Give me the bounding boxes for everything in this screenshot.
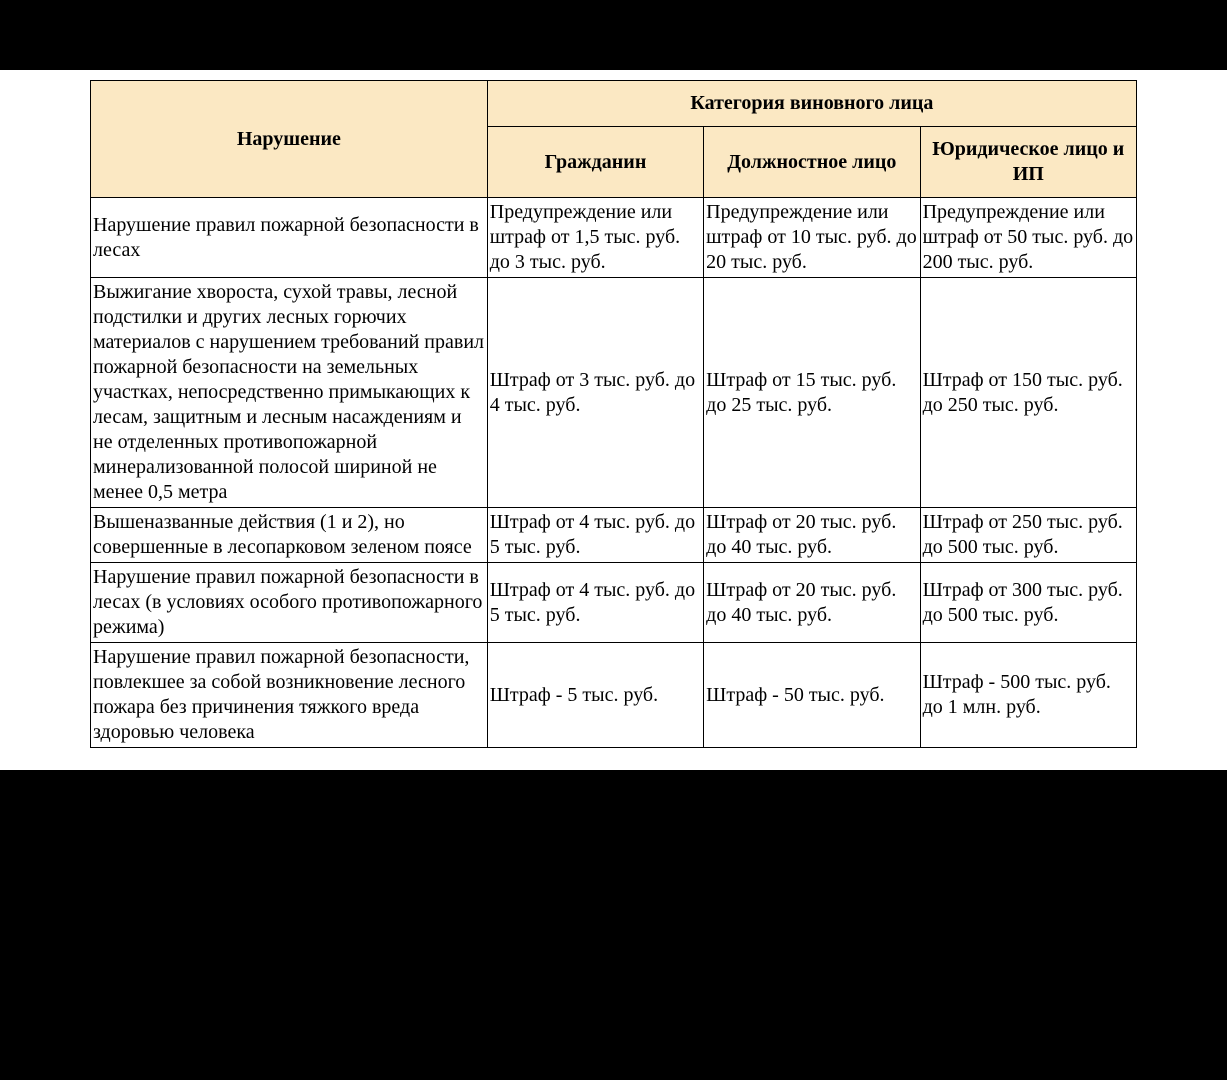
cell-citizen: Штраф - 5 тыс. руб. [487, 643, 703, 748]
cell-official: Штраф - 50 тыс. руб. [704, 643, 920, 748]
cell-citizen: Предупреждение или штраф от 1,5 тыс. руб… [487, 198, 703, 278]
table-row: Нарушение правил пожарной безопасности, … [91, 643, 1137, 748]
cell-violation: Нарушение правил пожарной безопасности в… [91, 563, 488, 643]
cell-citizen: Штраф от 4 тыс. руб. до 5 тыс. руб. [487, 508, 703, 563]
top-black-bar [0, 0, 1227, 70]
cell-legal: Штраф от 300 тыс. руб. до 500 тыс. руб. [920, 563, 1136, 643]
col-header-citizen: Гражданин [487, 127, 703, 198]
cell-legal: Штраф от 250 тыс. руб. до 500 тыс. руб. [920, 508, 1136, 563]
table-body: Нарушение правил пожарной безопасности в… [91, 198, 1137, 748]
table-header: Нарушение Категория виновного лица Гражд… [91, 81, 1137, 198]
col-header-category-group: Категория виновного лица [487, 81, 1136, 127]
document-sheet: Нарушение Категория виновного лица Гражд… [0, 70, 1227, 770]
cell-violation: Нарушение правил пожарной безопасности, … [91, 643, 488, 748]
table-row: Выжигание хвороста, сухой травы, лесной … [91, 278, 1137, 508]
page: Нарушение Категория виновного лица Гражд… [0, 0, 1227, 770]
cell-citizen: Штраф от 4 тыс. руб. до 5 тыс. руб. [487, 563, 703, 643]
cell-violation: Выжигание хвороста, сухой травы, лесной … [91, 278, 488, 508]
table-row: Нарушение правил пожарной безопасности в… [91, 563, 1137, 643]
cell-violation: Вышеназванные действия (1 и 2), но совер… [91, 508, 488, 563]
cell-official: Штраф от 20 тыс. руб. до 40 тыс. руб. [704, 508, 920, 563]
cell-violation: Нарушение правил пожарной безопасности в… [91, 198, 488, 278]
table-row: Вышеназванные действия (1 и 2), но совер… [91, 508, 1137, 563]
penalties-table: Нарушение Категория виновного лица Гражд… [90, 80, 1137, 748]
cell-official: Предупреждение или штраф от 10 тыс. руб.… [704, 198, 920, 278]
table-header-row-1: Нарушение Категория виновного лица [91, 81, 1137, 127]
cell-official: Штраф от 15 тыс. руб. до 25 тыс. руб. [704, 278, 920, 508]
col-header-legal: Юридическое лицо и ИП [920, 127, 1136, 198]
cell-citizen: Штраф от 3 тыс. руб. до 4 тыс. руб. [487, 278, 703, 508]
cell-official: Штраф от 20 тыс. руб. до 40 тыс. руб. [704, 563, 920, 643]
col-header-violation: Нарушение [91, 81, 488, 198]
cell-legal: Штраф от 150 тыс. руб. до 250 тыс. руб. [920, 278, 1136, 508]
table-row: Нарушение правил пожарной безопасности в… [91, 198, 1137, 278]
cell-legal: Штраф - 500 тыс. руб. до 1 млн. руб. [920, 643, 1136, 748]
col-header-official: Должностное лицо [704, 127, 920, 198]
cell-legal: Предупреждение или штраф от 50 тыс. руб.… [920, 198, 1136, 278]
